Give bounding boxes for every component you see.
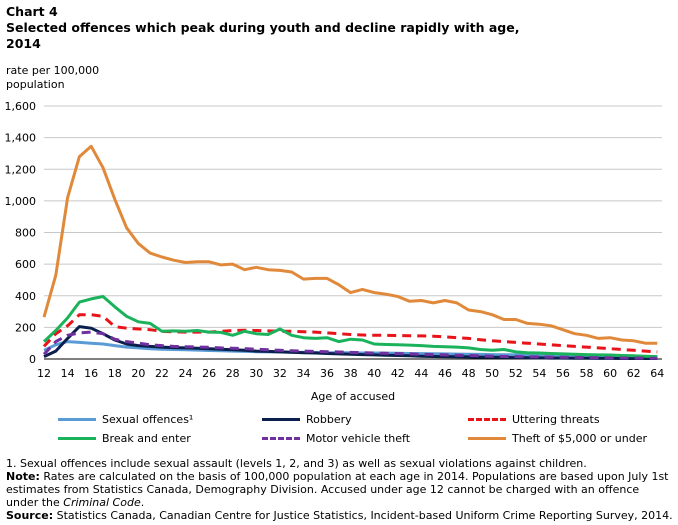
x-tick-label: 52 — [509, 367, 523, 380]
legend: Sexual offences¹ Robbery Uttering threats B… — [0, 408, 678, 448]
x-tick-label: 20 — [131, 367, 145, 380]
legend-label: Sexual offences¹ — [102, 412, 194, 426]
x-tick-label: 16 — [84, 367, 98, 380]
legend-item: Sexual offences¹ — [58, 410, 193, 428]
x-tick-label: 26 — [202, 367, 216, 380]
y-tick-label: 1,600 — [5, 100, 37, 113]
series-lines — [42, 144, 658, 360]
x-tick-label: 40 — [367, 367, 381, 380]
series-line — [42, 330, 658, 360]
source-text: Statistics Canada, Canadian Centre for J… — [53, 509, 673, 522]
legend-swatch — [262, 417, 300, 421]
source: Source: Statistics Canada, Canadian Cent… — [6, 509, 674, 522]
x-tick-label: 56 — [556, 367, 570, 380]
x-tick-label: 32 — [273, 367, 287, 380]
y-tick-label: 800 — [15, 227, 36, 240]
legend-item: Theft of $5,000 or under — [468, 429, 647, 447]
x-tick-label: 62 — [627, 367, 641, 380]
footnote: 1. Sexual offences include sexual assaul… — [6, 457, 587, 470]
x-tick-label: 24 — [179, 367, 193, 380]
notes: 1. Sexual offences include sexual assaul… — [6, 457, 674, 522]
legend-label: Robbery — [306, 412, 352, 426]
x-axis-title: Age of accused — [311, 390, 395, 403]
y-tick-label: 600 — [15, 258, 36, 271]
note-text-b: . — [140, 496, 145, 509]
x-tick-label: 64 — [650, 367, 664, 380]
x-tick-label: 34 — [296, 367, 310, 380]
legend-item: Uttering threats — [468, 410, 600, 428]
x-tick-label: 14 — [61, 367, 75, 380]
legend-swatch — [468, 417, 506, 421]
legend-item: Motor vehicle theft — [262, 429, 410, 447]
note-italic: Criminal Code — [63, 496, 141, 509]
x-tick-label: 46 — [438, 367, 452, 380]
legend-label: Motor vehicle theft — [306, 431, 411, 445]
title-block: Chart 4 Selected offences which peak dur… — [6, 4, 666, 52]
legend-swatch — [262, 436, 300, 440]
x-tick-label: 60 — [603, 367, 617, 380]
series-line — [43, 325, 658, 360]
chart-title: Selected offences which peak during yout… — [6, 20, 520, 51]
x-tick-label: 44 — [414, 367, 428, 380]
x-tick-label: 54 — [532, 367, 546, 380]
legend-swatch — [58, 436, 96, 440]
legend-swatch — [468, 436, 506, 440]
x-tick-label: 36 — [320, 367, 334, 380]
y-axis-title-line2: population — [6, 78, 65, 91]
source-label: Source: — [6, 509, 54, 522]
x-tick-label: 48 — [462, 367, 476, 380]
chart-number: Chart 4 — [6, 4, 58, 19]
line-chart: 0 200 400 600 800 1,000 1,200 1,400 1,600 12 14 16… — [5, 100, 665, 403]
series-line — [42, 295, 658, 359]
legend-item: Break and enter — [58, 429, 191, 447]
legend-swatch — [58, 417, 96, 421]
y-tick-label: 0 — [29, 353, 36, 366]
y-tick-label: 1,200 — [5, 163, 37, 176]
y-tick-label: 400 — [15, 290, 36, 303]
x-tick-label: 28 — [226, 367, 240, 380]
note: Note: Rates are calculated on the basis … — [6, 470, 674, 509]
x-tick-label: 30 — [249, 367, 263, 380]
legend-item: Robbery — [262, 410, 352, 428]
y-tick-labels: 0 200 400 600 800 1,000 1,200 1,400 1,600 — [5, 100, 37, 366]
x-tick-label: 42 — [391, 367, 405, 380]
y-tick-label: 200 — [15, 321, 36, 334]
legend-label: Uttering threats — [512, 412, 600, 426]
x-tick-label: 12 — [37, 367, 51, 380]
x-tick-label: 58 — [580, 367, 594, 380]
x-tick-label: 50 — [485, 367, 499, 380]
x-tick-label: 38 — [344, 367, 358, 380]
y-tick-label: 1,000 — [5, 195, 37, 208]
legend-label: Break and enter — [102, 431, 191, 445]
x-tick-labels: 12 14 16 18 20 22 24 26 28 30 32 34 36 38 40 42 44 46 48 50… — [37, 367, 664, 380]
note-text-a: Rates are calculated on the basis of 100… — [6, 470, 669, 509]
x-tick-label: 22 — [155, 367, 169, 380]
x-tick-label: 18 — [108, 367, 122, 380]
y-axis-title: rate per 100,000 population — [6, 64, 99, 92]
series-line — [42, 144, 658, 345]
y-axis-title-line1: rate per 100,000 — [6, 64, 100, 77]
y-tick-label: 1,400 — [5, 132, 37, 145]
legend-label: Theft of $5,000 or under — [512, 431, 647, 445]
series-line — [42, 313, 658, 354]
note-label: Note: — [6, 470, 40, 483]
